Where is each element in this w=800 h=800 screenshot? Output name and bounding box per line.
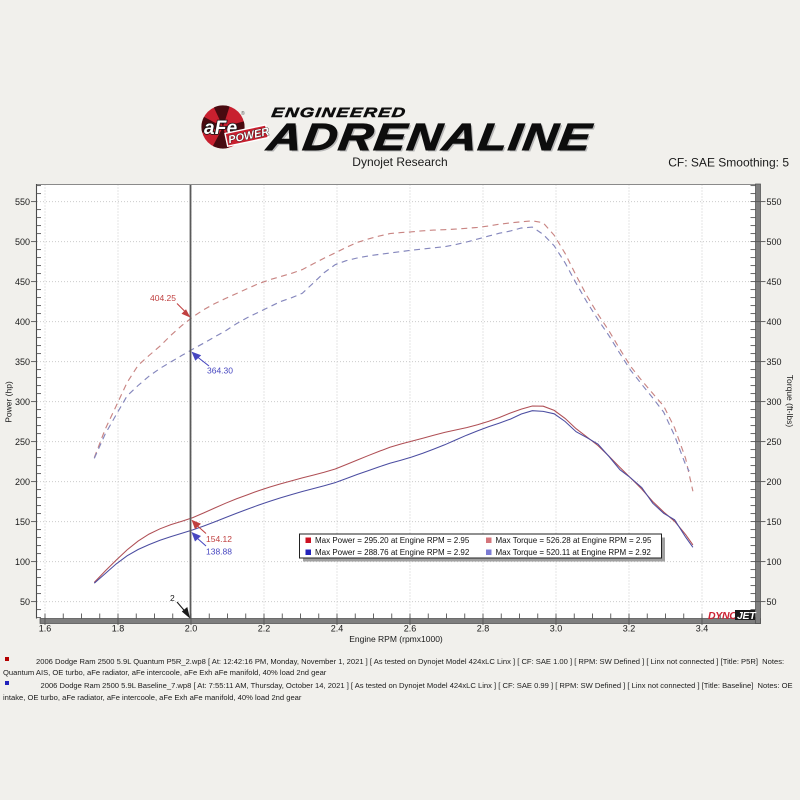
svg-text:50: 50 — [20, 597, 30, 607]
svg-text:ENGINEERED: ENGINEERED — [271, 105, 408, 120]
svg-text:450: 450 — [767, 277, 782, 287]
svg-text:250: 250 — [15, 437, 30, 447]
svg-text:400: 400 — [767, 317, 782, 327]
svg-text:1.6: 1.6 — [39, 624, 52, 634]
svg-text:CF: SAE Smoothing: 5: CF: SAE Smoothing: 5 — [668, 156, 789, 170]
svg-text:138.88: 138.88 — [206, 547, 232, 557]
svg-text:300: 300 — [15, 397, 30, 407]
svg-text:300: 300 — [767, 397, 782, 407]
svg-text:500: 500 — [15, 237, 30, 247]
svg-text:50: 50 — [767, 597, 777, 607]
svg-text:404.25: 404.25 — [150, 293, 176, 303]
svg-text:500: 500 — [767, 237, 782, 247]
svg-text:150: 150 — [15, 517, 30, 527]
svg-text:2.8: 2.8 — [477, 624, 490, 634]
svg-text:DYNO: DYNO — [708, 610, 737, 622]
svg-text:ADRENALINE: ADRENALINE — [265, 118, 596, 160]
svg-text:2.0: 2.0 — [185, 624, 198, 634]
svg-text:Max Power = 288.76 at Engine R: Max Power = 288.76 at Engine RPM = 2.92 — [315, 548, 470, 557]
svg-text:100: 100 — [15, 557, 30, 567]
svg-text:3.0: 3.0 — [550, 624, 563, 634]
svg-text:100: 100 — [767, 557, 782, 567]
svg-text:Dynojet Research: Dynojet Research — [352, 155, 447, 169]
svg-text:Max Torque = 520.11 at Engine: Max Torque = 520.11 at Engine RPM = 2.92 — [496, 548, 652, 557]
svg-text:200: 200 — [767, 477, 782, 487]
svg-text:150: 150 — [767, 517, 782, 527]
svg-text:550: 550 — [767, 197, 782, 207]
svg-text:1.8: 1.8 — [112, 624, 125, 634]
svg-text:350: 350 — [767, 357, 782, 367]
svg-text:®: ® — [241, 110, 245, 117]
svg-text:JET: JET — [737, 610, 757, 622]
svg-text:ADRENALINE: ADRENALINE — [264, 116, 595, 158]
svg-text:400: 400 — [15, 317, 30, 327]
svg-text:350: 350 — [15, 357, 30, 367]
svg-text:Engine RPM (rpmx1000): Engine RPM (rpmx1000) — [349, 634, 443, 644]
svg-text:550: 550 — [15, 197, 30, 207]
svg-text:154.12: 154.12 — [206, 534, 232, 544]
svg-text:Max Power = 295.20 at Engine R: Max Power = 295.20 at Engine RPM = 2.95 — [315, 536, 470, 545]
svg-text:3.4: 3.4 — [696, 624, 709, 634]
svg-text:250: 250 — [767, 437, 782, 447]
svg-text:450: 450 — [15, 277, 30, 287]
svg-text:3.2: 3.2 — [623, 624, 636, 634]
svg-text:2.4: 2.4 — [331, 624, 344, 634]
svg-text:364.30: 364.30 — [207, 366, 233, 376]
svg-text:Max Torque = 526.28 at Engine: Max Torque = 526.28 at Engine RPM = 2.95 — [496, 536, 653, 545]
svg-text:2: 2 — [170, 593, 175, 603]
svg-text:Power (hp): Power (hp) — [4, 381, 14, 423]
svg-text:2.6: 2.6 — [404, 624, 417, 634]
svg-text:200: 200 — [15, 477, 30, 487]
svg-text:2.2: 2.2 — [258, 624, 271, 634]
svg-text:Torque (ft-lbs): Torque (ft-lbs) — [785, 375, 795, 428]
